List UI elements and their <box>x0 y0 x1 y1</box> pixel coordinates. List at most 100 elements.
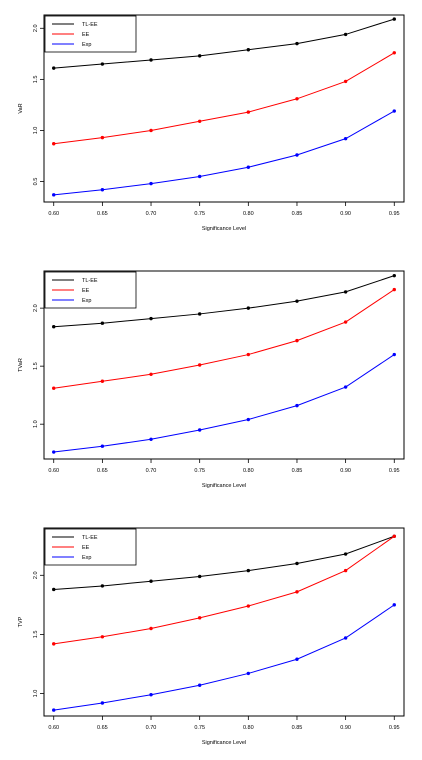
data-point-tl-ee <box>246 306 251 310</box>
data-point-exp <box>52 708 56 712</box>
data-point-exp <box>392 603 396 607</box>
data-point-exp <box>343 136 348 141</box>
legend-label-exp: Exp <box>82 42 91 48</box>
data-point-exp <box>246 417 251 422</box>
x-tick-label: 0.80 <box>243 211 254 217</box>
data-point-exp <box>52 193 56 197</box>
chart-panel-1: 0.60 0.65 0.70 0.75 0.80 0.85 0.90 0.95 0.5 1.0 1.… <box>18 14 405 232</box>
series-line-tl-ee <box>53 535 395 590</box>
x-tick-label: 0.65 <box>97 725 108 731</box>
legend: TL-EE EE Exp <box>44 271 137 309</box>
data-point-exp <box>197 174 202 179</box>
data-point-exp <box>295 153 299 157</box>
legend-label-exp: Exp <box>82 298 91 304</box>
data-point-ee <box>295 97 299 101</box>
data-point-tl-ee <box>246 568 251 573</box>
legend-label-ee: EE <box>82 32 90 38</box>
data-point-ee <box>100 135 105 140</box>
y-tick-label: 2.0 <box>33 24 39 32</box>
legend-label-exp: Exp <box>82 555 91 561</box>
data-point-exp <box>295 657 299 661</box>
data-point-exp <box>343 636 348 640</box>
data-point-tl-ee <box>197 312 202 316</box>
x-tick-label: 0.65 <box>97 211 108 217</box>
y-tick-label: 2.0 <box>33 571 39 579</box>
data-point-ee <box>100 379 105 383</box>
data-point-tl-ee <box>392 273 396 278</box>
data-point-tl-ee <box>52 66 56 70</box>
legend-label-ee: EE <box>82 545 90 551</box>
legend: TL-EE EE Exp <box>44 528 137 566</box>
data-point-ee <box>392 287 396 292</box>
data-point-ee <box>149 626 153 631</box>
data-point-exp <box>392 352 396 357</box>
data-point-tl-ee <box>295 299 299 303</box>
data-point-ee <box>52 386 56 390</box>
series-line-tl-ee <box>53 18 395 69</box>
data-point-ee <box>392 51 396 55</box>
chart-panel-2: 0.60 0.65 0.70 0.75 0.80 0.85 0.90 0.95 1.0 1.5 2.… <box>18 270 405 489</box>
data-point-tl-ee <box>343 290 348 294</box>
x-tick-label: 0.70 <box>146 211 157 217</box>
y-tick-label: 0.5 <box>33 178 39 186</box>
y-axis-label: TVaR <box>18 358 24 372</box>
data-point-tl-ee <box>100 62 105 66</box>
x-tick-label: 0.95 <box>389 725 400 731</box>
data-point-tl-ee <box>295 561 299 566</box>
x-tick-label: 0.70 <box>146 468 157 474</box>
data-point-exp <box>100 444 105 448</box>
x-tick-label: 0.85 <box>292 725 303 731</box>
data-point-ee <box>392 534 396 538</box>
legend-label-tl-ee: TL-EE <box>82 22 98 28</box>
data-point-ee <box>343 320 348 324</box>
data-point-tl-ee <box>246 48 251 52</box>
y-axis-label: TVP <box>18 616 24 627</box>
data-point-ee <box>246 604 251 608</box>
series-line-exp <box>53 110 395 196</box>
data-point-exp <box>343 385 348 389</box>
data-point-ee <box>197 363 202 367</box>
data-point-exp <box>149 693 153 697</box>
y-tick-label: 1.0 <box>33 690 39 698</box>
series-line-tl-ee <box>53 275 395 328</box>
data-point-ee <box>52 642 56 646</box>
x-tick-label: 0.80 <box>243 725 254 731</box>
x-tick-label: 0.95 <box>389 211 400 217</box>
data-point-ee <box>197 616 202 620</box>
data-point-tl-ee <box>343 552 348 556</box>
plot-frame <box>43 270 405 460</box>
data-point-exp <box>295 403 299 408</box>
series-line-exp <box>53 604 395 711</box>
series-line-ee <box>53 289 395 389</box>
x-tick-label: 0.90 <box>340 725 351 731</box>
chart-panel-3: 0.60 0.65 0.70 0.75 0.80 0.85 0.90 0.95 1.0 1.5 2.… <box>18 527 405 746</box>
x-tick-label: 0.60 <box>48 725 59 731</box>
x-tick-label: 0.80 <box>243 468 254 474</box>
x-tick-label: 0.75 <box>194 211 205 217</box>
y-tick-label: 1.5 <box>33 362 39 370</box>
x-tick-label: 0.95 <box>389 468 400 474</box>
data-point-tl-ee <box>100 584 105 588</box>
data-point-exp <box>149 437 153 441</box>
data-point-tl-ee <box>197 54 202 58</box>
x-tick-label: 0.90 <box>340 468 351 474</box>
data-point-tl-ee <box>149 58 153 62</box>
data-point-ee <box>52 142 56 146</box>
x-tick-label: 0.85 <box>292 211 303 217</box>
data-point-tl-ee <box>197 574 202 579</box>
data-point-ee <box>197 119 202 123</box>
data-point-ee <box>343 568 348 573</box>
x-axis-label: Significance Level <box>202 226 246 232</box>
data-point-tl-ee <box>295 41 299 46</box>
data-point-tl-ee <box>149 579 153 583</box>
x-tick-label: 0.60 <box>48 211 59 217</box>
x-tick-label: 0.75 <box>194 725 205 731</box>
series-line-exp <box>53 354 395 453</box>
data-point-ee <box>149 372 153 376</box>
y-tick-label: 2.0 <box>33 304 39 312</box>
data-point-ee <box>295 338 299 343</box>
legend-label-tl-ee: TL-EE <box>82 278 98 284</box>
y-tick-label: 1.0 <box>33 420 39 428</box>
data-point-tl-ee <box>343 32 348 37</box>
x-axis-label: Significance Level <box>202 740 246 746</box>
